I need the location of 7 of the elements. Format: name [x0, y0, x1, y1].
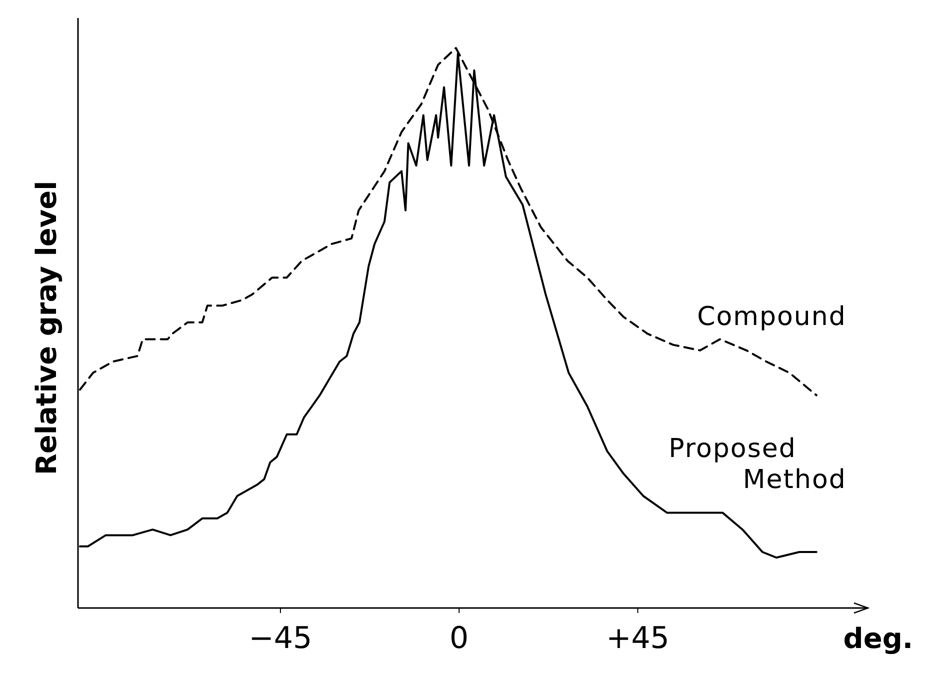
y-axis-title: Relative gray level — [30, 180, 63, 476]
x-tick-label: 0 — [450, 621, 469, 656]
x-axis-title: deg. — [843, 622, 913, 655]
x-tick-label: −45 — [248, 621, 312, 656]
series-label: Compound — [697, 302, 846, 332]
x-tick-label: +45 — [606, 621, 670, 656]
series-label: Proposed Method — [668, 434, 846, 495]
